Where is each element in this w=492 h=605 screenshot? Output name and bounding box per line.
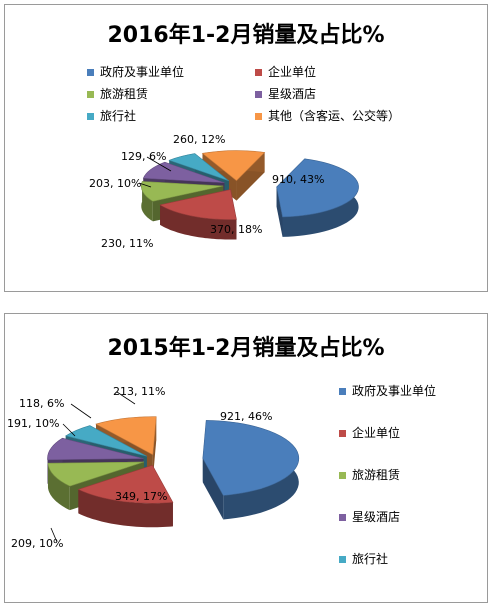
legend-label: 星级酒店: [268, 87, 317, 101]
pie-chart-2015: [47, 391, 300, 543]
data-label-gov: 910, 43%: [272, 173, 325, 186]
pie-slice-ent: [77, 464, 174, 528]
legend-swatch: [339, 472, 346, 479]
data-label-gov: 921, 46%: [220, 410, 273, 423]
pie-slice-ent: [159, 189, 237, 240]
chart-title: 2016年1-2月销量及占比%: [107, 23, 385, 48]
leader-line: [70, 403, 92, 419]
pie-slice-gov: [202, 420, 300, 520]
legend-swatch: [87, 113, 94, 120]
legend-swatch: [339, 514, 346, 521]
data-label-travel: 129, 6%: [121, 150, 167, 163]
legend-label: 其他（含客运、公交等）: [268, 109, 401, 123]
legend-label: 企业单位: [352, 426, 401, 440]
legend-swatch: [255, 91, 262, 98]
legend-item-hotel: 星级酒店: [339, 508, 400, 525]
chart-panel-2015: 2015年1-2月销量及占比% 政府及事业单位 企业单位 旅游租赁 星级酒店 旅…: [4, 313, 488, 603]
legend-item-gov: 政府及事业单位: [339, 382, 436, 399]
leader-line: [62, 423, 76, 437]
legend-item-rent: 旅游租赁: [87, 85, 148, 102]
legend-item-ent: 企业单位: [255, 63, 316, 80]
data-label-hotel: 203, 10%: [89, 177, 142, 190]
legend-item-gov: 政府及事业单位: [87, 63, 184, 80]
pie-slice-gov: [276, 158, 359, 237]
legend-swatch: [339, 556, 346, 563]
legend-swatch: [87, 69, 94, 76]
data-label-travel: 118, 6%: [19, 397, 65, 410]
legend-item-hotel: 星级酒店: [255, 85, 316, 102]
leader-line: [50, 527, 58, 543]
legend-label: 企业单位: [268, 65, 317, 79]
legend-label: 旅行社: [100, 109, 137, 123]
legend-label: 星级酒店: [352, 510, 401, 524]
data-label-ent: 349, 17%: [115, 490, 168, 503]
legend-swatch: [255, 113, 262, 120]
legend-label: 旅游租赁: [352, 468, 401, 482]
data-label-hotel: 191, 10%: [7, 417, 60, 430]
legend-swatch: [255, 69, 262, 76]
data-label-rent: 209, 10%: [11, 537, 64, 550]
legend-item-rent: 旅游租赁: [339, 466, 400, 483]
data-label-ent: 370, 18%: [210, 223, 263, 236]
legend-swatch: [339, 430, 346, 437]
legend-item-ent: 企业单位: [339, 424, 400, 441]
legend-swatch: [87, 91, 94, 98]
legend-label: 政府及事业单位: [352, 384, 437, 398]
leader-line: [116, 391, 136, 405]
pie-chart-2016: [138, 150, 359, 240]
data-label-rent: 230, 11%: [101, 237, 154, 250]
data-label-other: 213, 11%: [113, 385, 166, 398]
legend-label: 政府及事业单位: [100, 65, 185, 79]
legend-label: 旅行社: [352, 552, 389, 566]
legend-item-travel: 旅行社: [87, 107, 136, 124]
chart-panel-2016: 2016年1-2月销量及占比% 政府及事业单位 企业单位 旅游租赁 星级酒店 旅…: [4, 4, 488, 292]
leader-line: [146, 156, 172, 172]
legend-swatch: [339, 388, 346, 395]
chart-title: 2015年1-2月销量及占比%: [107, 336, 385, 361]
leader-line: [138, 182, 152, 188]
legend-item-travel: 旅行社: [339, 550, 388, 567]
data-label-other: 260, 12%: [173, 133, 226, 146]
legend-item-other: 其他（含客运、公交等）: [255, 107, 400, 124]
legend-label: 旅游租赁: [100, 87, 149, 101]
